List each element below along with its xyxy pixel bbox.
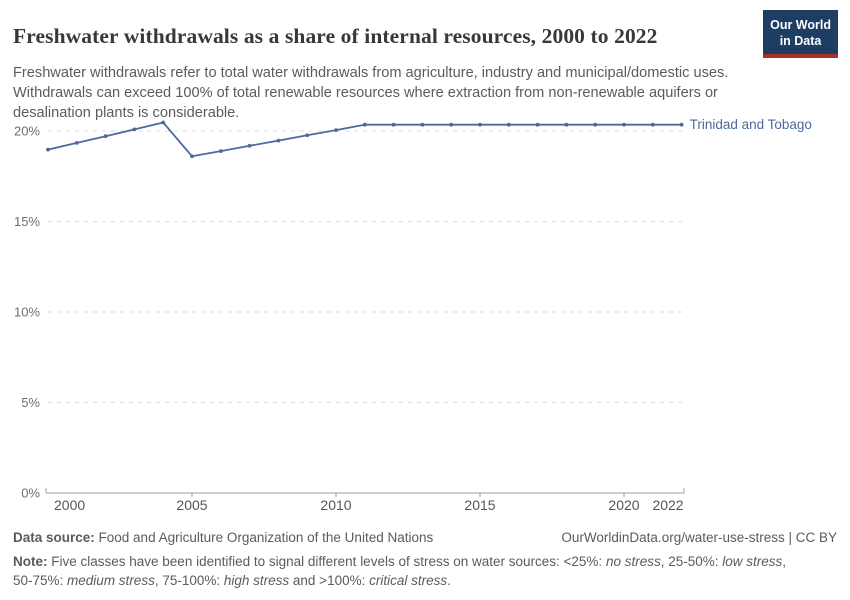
data-point-marker[interactable] [506,122,511,127]
data-point-marker[interactable] [103,134,108,139]
owid-logo-line2: in Data [779,34,822,48]
owid-url-link[interactable]: OurWorldinData.org/water-use-stress | CC… [561,530,837,545]
data-point-marker[interactable] [334,128,338,133]
y-axis-tick-label: 15% [14,214,40,229]
data-point-marker[interactable] [593,122,598,127]
chart-note: Note: Five classes have been identified … [13,554,787,589]
data-point-marker[interactable] [218,149,223,154]
data-point-marker[interactable] [535,122,540,127]
chart-subtitle: Freshwater withdrawals refer to total wa… [13,64,729,121]
x-axis-tick-label: 2020 [608,497,639,513]
data-point-marker[interactable] [478,122,482,127]
data-point-marker[interactable] [449,122,454,127]
data-point-marker[interactable] [650,122,655,127]
data-point-marker[interactable] [362,122,367,127]
data-point-marker[interactable] [132,127,137,132]
data-point-marker[interactable] [247,143,252,148]
line-chart-canvas[interactable]: 0% 5% 10% 15% 20% 2000 2005 2010 2015 2020 2022 Tri… [0,0,850,528]
data-point-marker[interactable] [161,120,166,125]
x-axis-tick-label: 2000 [54,497,85,513]
x-axis-tick-label: 2015 [464,497,495,513]
data-point-marker[interactable] [391,122,396,127]
data-point-marker[interactable] [305,133,310,138]
x-axis-tick-label: 2010 [320,497,351,513]
series-line[interactable] [47,121,682,158]
data-point-marker[interactable] [420,122,425,127]
x-axis-tick-label: 2005 [176,497,207,513]
data-point-marker[interactable] [74,141,79,145]
data-point-marker[interactable] [276,138,281,143]
data-point-marker[interactable] [46,147,50,152]
x-axis-tick-label: 2022 [652,497,683,513]
y-axis-tick-label: 0% [21,486,40,501]
data-point-marker[interactable] [564,122,569,127]
data-point-marker[interactable] [622,122,626,127]
data-source-text: Data source: Food and Agriculture Organi… [13,530,434,545]
y-axis-tick-label: 20% [14,124,40,139]
series-label[interactable]: Trinidad and Tobago [690,117,812,132]
y-axis-tick-label: 10% [14,305,40,320]
owid-logo-line1: Our World [770,18,831,32]
data-point-marker[interactable] [190,154,194,159]
chart-title: Freshwater withdrawals as a share of int… [13,24,658,49]
owid-logo[interactable]: Our World in Data [763,10,838,58]
data-point-marker[interactable] [679,122,684,127]
y-axis-tick-label: 5% [21,395,40,410]
